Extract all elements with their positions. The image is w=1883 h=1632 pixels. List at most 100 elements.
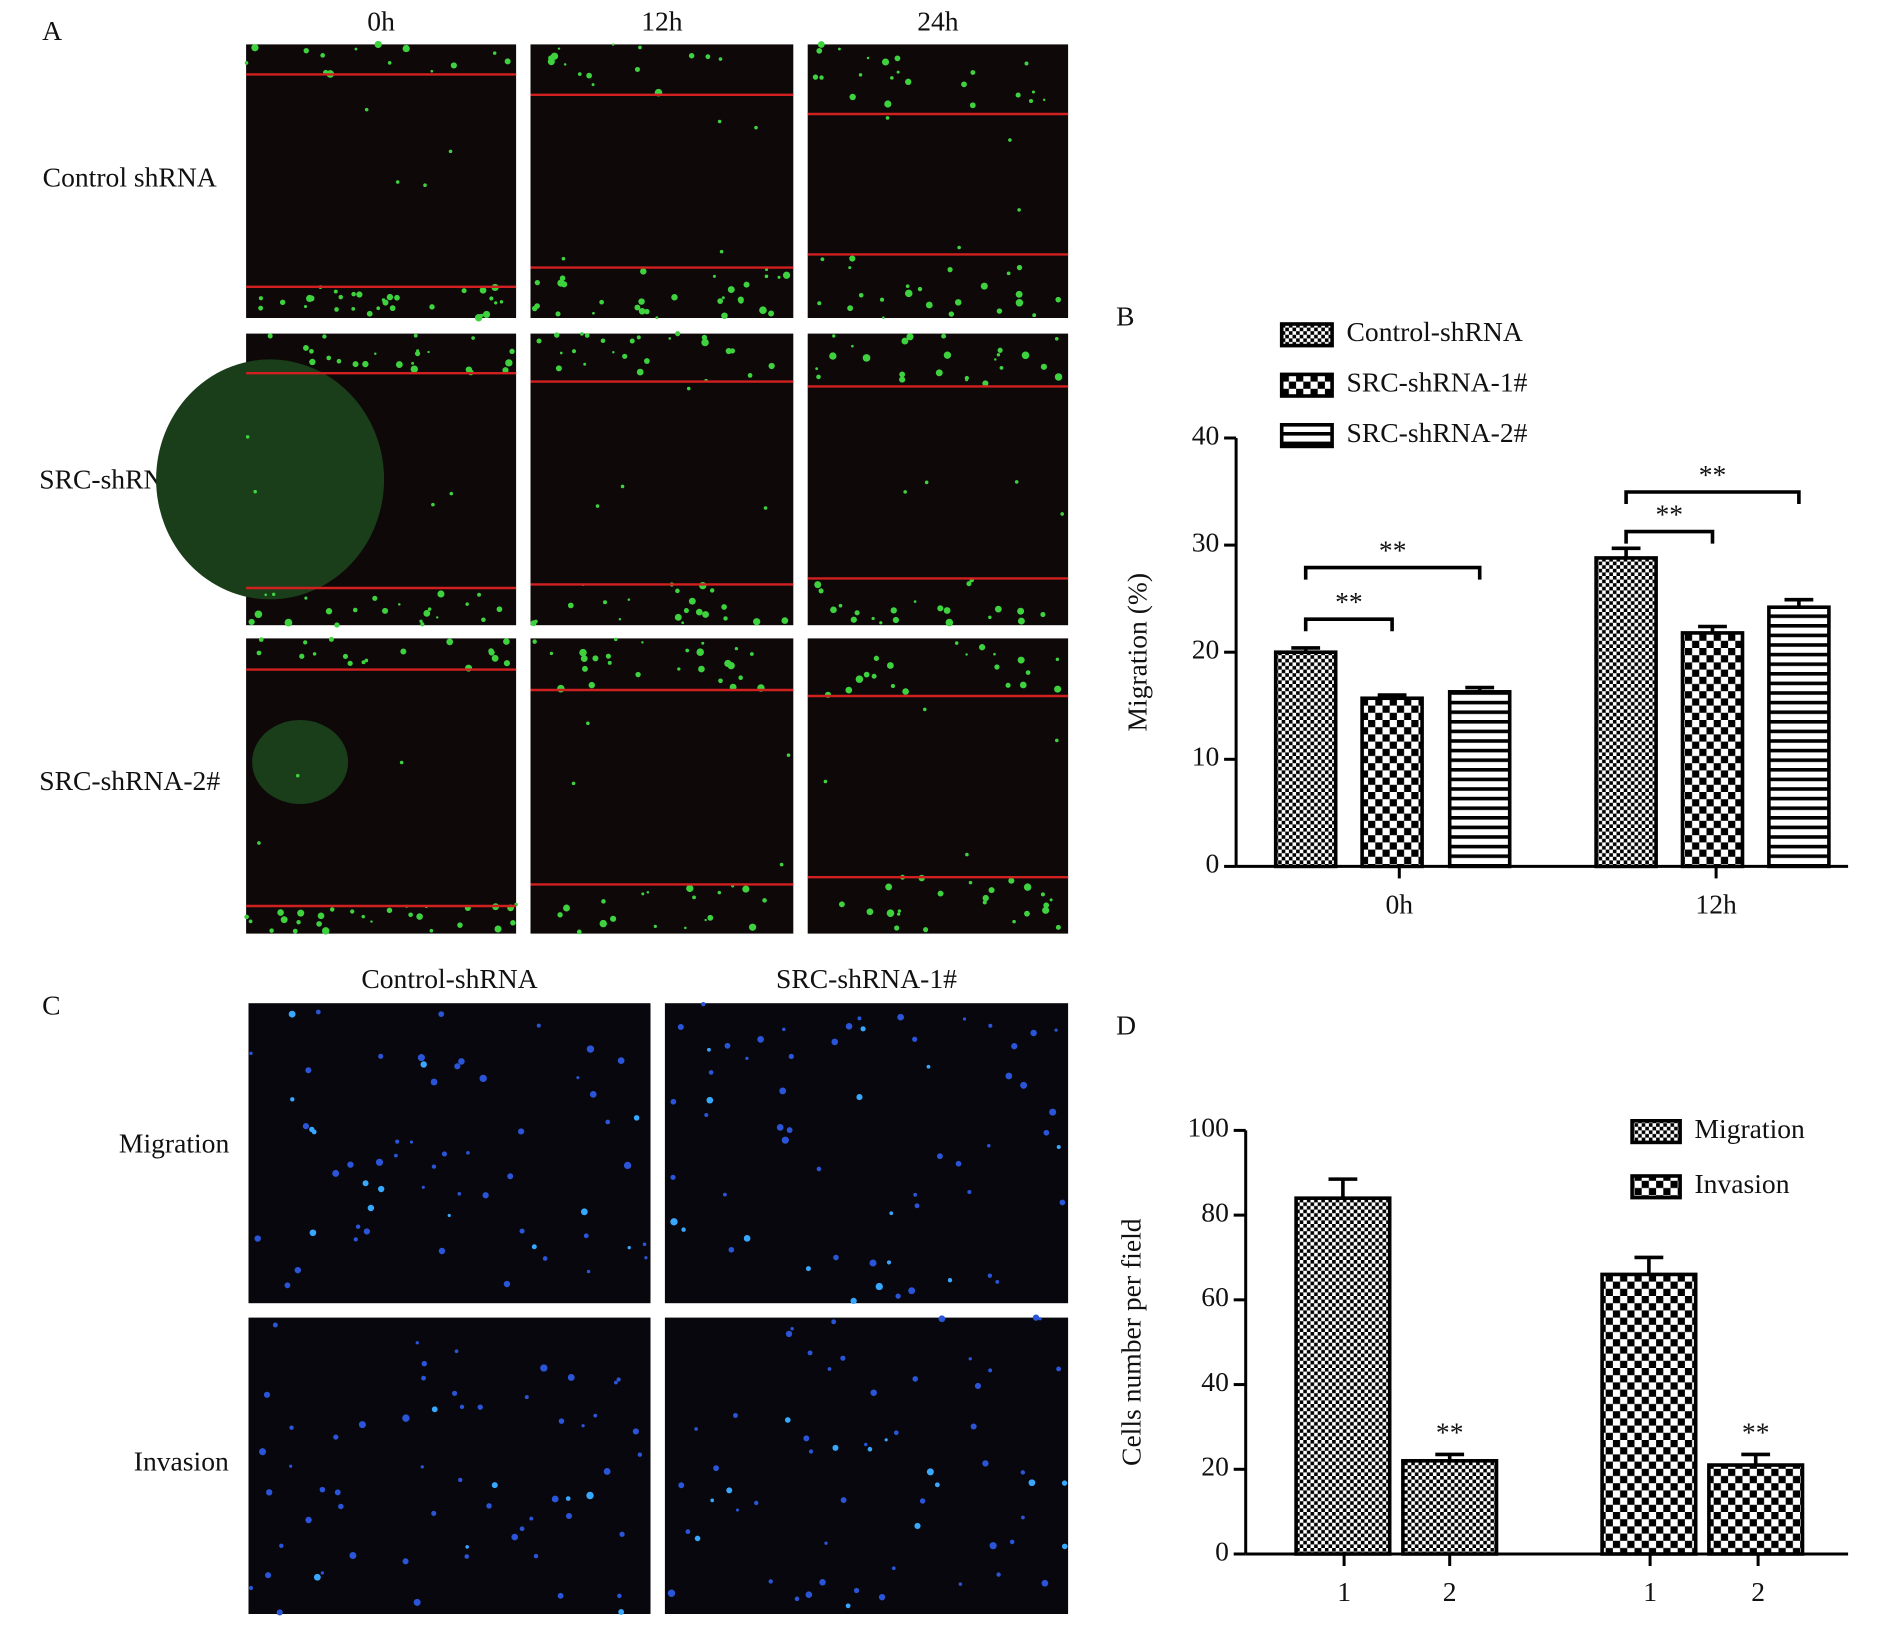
cell	[919, 1498, 926, 1504]
cell	[941, 333, 947, 339]
cell	[496, 606, 503, 613]
cell	[957, 245, 961, 250]
cell	[417, 1054, 425, 1062]
micrograph	[530, 331, 794, 627]
cell	[461, 288, 467, 294]
cell	[257, 841, 261, 845]
cell	[557, 1592, 564, 1599]
cell	[695, 608, 703, 616]
cell	[670, 1098, 677, 1105]
cell	[748, 923, 757, 931]
cell	[394, 1153, 398, 1158]
cell	[945, 618, 954, 627]
cell	[507, 1173, 514, 1180]
bar	[1600, 1272, 1698, 1556]
cell	[634, 304, 641, 311]
cell	[864, 1442, 868, 1447]
cell	[895, 1293, 901, 1299]
cell	[349, 1552, 357, 1559]
cell	[338, 1503, 344, 1510]
cell	[494, 301, 498, 305]
cell	[728, 1246, 735, 1253]
cell	[577, 72, 582, 76]
cell	[333, 1434, 339, 1440]
cell	[670, 1218, 678, 1226]
cell	[965, 653, 968, 656]
cell	[415, 1341, 419, 1345]
cell	[619, 1531, 625, 1537]
cell	[529, 1516, 534, 1521]
cell	[819, 1579, 826, 1586]
cell	[294, 1266, 302, 1274]
cell	[1008, 138, 1012, 142]
cell	[721, 296, 725, 300]
cell	[820, 257, 825, 262]
cell	[997, 347, 1003, 353]
cell	[600, 338, 606, 344]
cell	[265, 1572, 272, 1579]
cell	[1028, 98, 1034, 104]
cell	[534, 280, 540, 286]
cell	[336, 358, 342, 364]
cell	[879, 297, 885, 302]
cell	[581, 1424, 585, 1428]
cell	[402, 1414, 410, 1422]
cell	[557, 912, 563, 918]
cell	[1061, 1543, 1068, 1550]
cell	[317, 912, 325, 920]
cell	[364, 658, 369, 663]
error-bar	[1328, 1177, 1358, 1199]
cell	[305, 1067, 312, 1074]
cell	[763, 506, 768, 510]
y-tick-label: 0	[1215, 1535, 1229, 1566]
cell	[735, 1508, 740, 1512]
cell	[855, 675, 864, 683]
cell	[670, 1174, 676, 1180]
legend-swatch	[1279, 372, 1334, 398]
cell	[686, 884, 694, 893]
cell	[807, 1350, 813, 1356]
cell	[457, 1191, 462, 1196]
cell	[441, 1151, 448, 1157]
cell	[244, 61, 249, 65]
cell	[374, 352, 377, 355]
cell	[882, 316, 885, 319]
cell	[588, 681, 595, 689]
cell	[636, 335, 641, 340]
cell	[321, 927, 330, 935]
cell	[319, 1486, 326, 1493]
cell	[408, 912, 413, 918]
cell	[1055, 296, 1062, 303]
cell	[966, 581, 972, 587]
cell	[764, 274, 769, 279]
cell	[555, 365, 562, 372]
cell	[747, 373, 753, 378]
cell	[409, 1140, 414, 1144]
cell	[499, 300, 504, 304]
cell	[284, 618, 293, 627]
cell	[889, 1211, 894, 1216]
cell	[399, 760, 404, 765]
cell	[903, 490, 907, 494]
cell	[583, 362, 587, 366]
cell	[854, 610, 860, 616]
cell	[655, 316, 659, 320]
cell	[833, 1254, 839, 1261]
cell	[251, 44, 259, 52]
cell	[757, 1036, 764, 1043]
cell	[870, 1389, 877, 1396]
cell	[322, 334, 327, 339]
cell	[309, 358, 316, 366]
cell	[688, 597, 696, 605]
cell	[361, 914, 365, 919]
cell	[622, 353, 628, 359]
cell	[968, 1357, 972, 1361]
cell	[896, 912, 901, 916]
cell	[334, 1489, 341, 1496]
cell	[1008, 877, 1015, 884]
cell	[702, 611, 709, 618]
cell	[713, 1465, 719, 1472]
cell	[1017, 617, 1025, 625]
cell	[935, 369, 943, 377]
